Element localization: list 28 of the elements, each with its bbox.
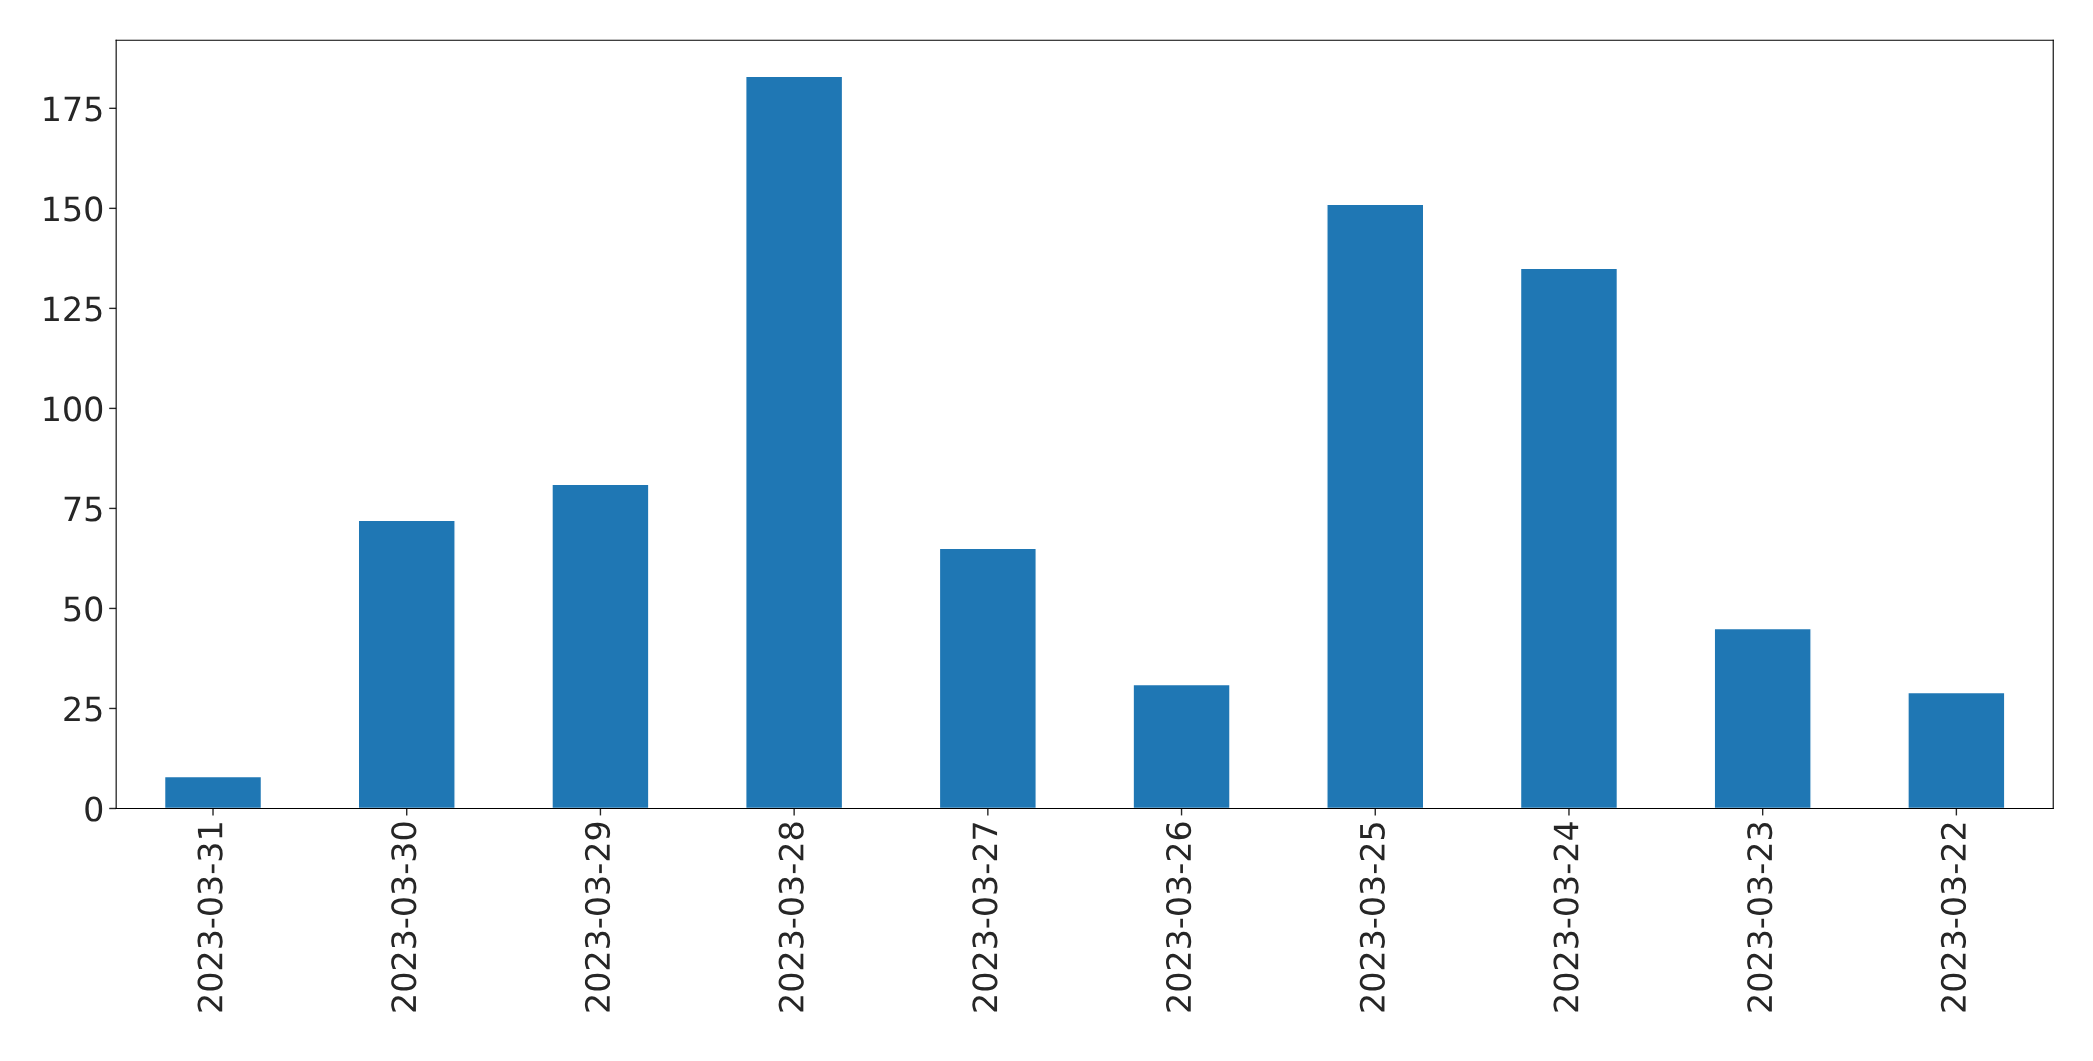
x-tick-label: 2023-03-22: [1940, 823, 1967, 1012]
x-tick-label: 2023-03-28: [778, 822, 804, 1012]
y-tick-label: 175: [44, 96, 102, 122]
bar: [1132, 683, 1231, 809]
y-tick-label: 125: [44, 296, 102, 322]
bar: [357, 519, 456, 809]
x-tick-label: 2023-03-25: [1359, 823, 1385, 1012]
x-tick-label: 2023-03-23: [1747, 822, 1773, 1012]
y-tick-label: 25: [64, 696, 102, 722]
bar: [163, 775, 263, 809]
bar: [745, 75, 844, 809]
bar: [1907, 691, 2006, 809]
x-tick-label: 2023-03-26: [1166, 822, 1192, 1012]
x-tick-label: 2023-03-29: [584, 822, 611, 1012]
bar: [1519, 267, 1619, 809]
y-tick-label: 0: [85, 796, 103, 822]
y-tick-label: 50: [64, 596, 103, 622]
x-tick-label: 2023-03-24: [1553, 822, 1579, 1012]
bar: [551, 483, 650, 809]
bar: [1713, 627, 1812, 809]
x-tick-label: 2023-03-27: [972, 823, 998, 1012]
x-tick-label: 2023-03-31: [197, 823, 223, 1012]
x-tick-label: 2023-03-30: [391, 822, 417, 1012]
y-tick-label: 100: [44, 396, 103, 422]
y-tick-label: 150: [44, 196, 103, 222]
y-tick-label: 75: [64, 496, 102, 522]
bar: [938, 547, 1037, 809]
bar: [1326, 203, 1425, 809]
